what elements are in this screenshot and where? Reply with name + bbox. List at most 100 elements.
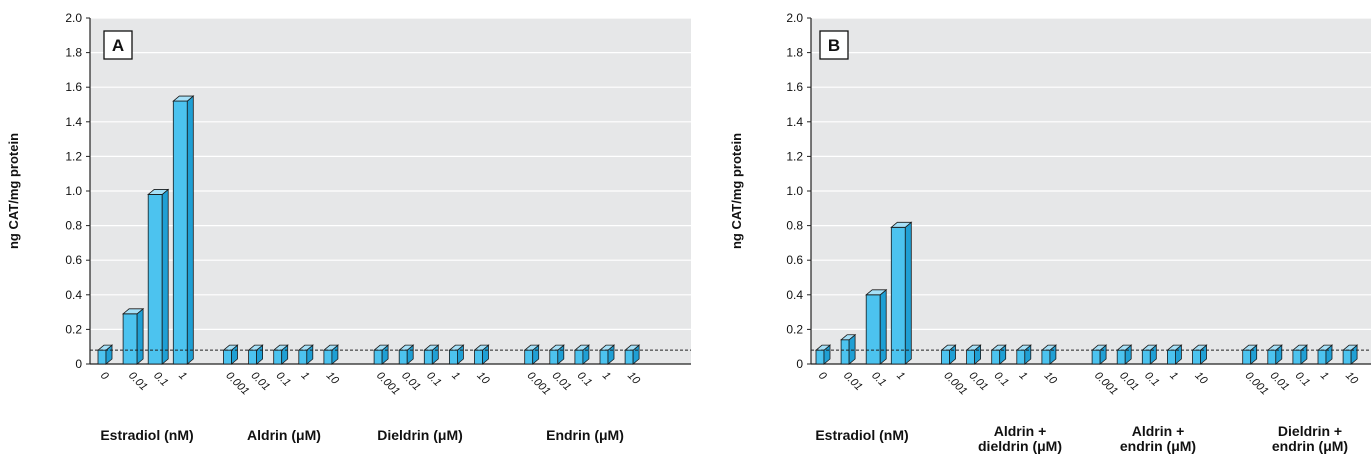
bar [474, 349, 483, 365]
bar [1192, 349, 1201, 365]
bar-top [96, 344, 114, 351]
x-tick-label: 0.01 [248, 370, 272, 394]
y-tick-label: 1.4 [786, 115, 803, 129]
group-label-line: endrin (μM) [1120, 438, 1196, 454]
bar-top [473, 344, 490, 351]
bar-top [247, 344, 264, 351]
x-tick-label: 1 [1167, 370, 1180, 383]
x-tick-label: 1 [600, 370, 613, 383]
bar [574, 349, 584, 365]
bar-top [890, 221, 913, 228]
panel-label-box [103, 30, 133, 60]
x-tick-label: 0.001 [223, 370, 251, 398]
y-tick-label: 0.6 [786, 253, 803, 267]
y-tick-label: 1.8 [65, 46, 82, 60]
x-tick-label: 0.001 [1092, 370, 1120, 398]
group-label-line: Dieldrin + [1278, 423, 1342, 439]
y-tick-label: 1.2 [786, 149, 803, 163]
bar [1041, 349, 1051, 365]
x-tick-label: 0.01 [841, 370, 865, 394]
x-tick-label: 0.01 [1117, 370, 1141, 394]
bar-top [272, 344, 289, 351]
panel-label: B [828, 36, 840, 55]
x-tick-label: 0.01 [1268, 370, 1292, 394]
group-label: Aldrin (μM) [247, 427, 321, 443]
bar [599, 349, 609, 365]
group-label: Estradiol (nM) [100, 427, 193, 443]
x-tick-label: 0 [816, 370, 829, 383]
bar [1091, 349, 1101, 365]
chart-panel-a: 0 0.2 0.4 0.6 0.8 1.0 1.2 1.4 1.6 1.8 2.0 ng CAT/mg… [6, 11, 691, 443]
bar [248, 349, 258, 365]
bar-top [423, 344, 440, 351]
bar [448, 349, 458, 365]
x-tick-label: 0.001 [525, 370, 553, 398]
bar-side [136, 307, 144, 365]
y-tick-label: 1.4 [65, 115, 82, 129]
bar-side [904, 221, 912, 365]
bar [865, 294, 881, 365]
bar-top [839, 334, 857, 341]
y-tick-label: 1.0 [786, 184, 803, 198]
bar-top [448, 344, 465, 351]
group-label-line: endrin (μM) [1272, 438, 1348, 454]
group-label-line: Estradiol (nM) [815, 427, 908, 443]
group-label-line: Endrin (μM) [546, 427, 624, 443]
x-tick-label: 0.01 [966, 370, 990, 394]
bar-side [186, 95, 194, 365]
bar [524, 349, 534, 365]
y-tick-label: 1.2 [65, 149, 82, 163]
bar [1016, 349, 1026, 365]
bar-top [147, 189, 170, 195]
x-tick-label: 1 [1318, 370, 1331, 383]
y-tick-label: 0.4 [65, 288, 82, 302]
x-tick-label: 1 [894, 370, 907, 383]
bar-top [322, 344, 340, 351]
y-tick-label: 0.8 [65, 219, 82, 233]
y-tick-label: 2.0 [786, 11, 803, 25]
bar [941, 349, 950, 365]
y-tick-label: 0.2 [65, 322, 82, 336]
x-tick-label: 1 [449, 370, 462, 383]
x-tick-label: 0.001 [1243, 370, 1271, 398]
bar [1141, 349, 1151, 365]
bar [423, 349, 433, 365]
panel-label-box [819, 30, 849, 60]
y-tick-label: 0 [796, 357, 803, 371]
bar-top [121, 308, 145, 315]
x-tick-label: 0.001 [374, 370, 402, 398]
bar [298, 349, 308, 365]
bar [398, 349, 408, 365]
bar-top [297, 344, 314, 351]
bar [890, 226, 906, 365]
y-tick-label: 0.6 [65, 253, 82, 267]
y-tick-label: 0.2 [786, 322, 803, 336]
y-tick-label: 1.0 [65, 184, 82, 198]
bar [97, 349, 107, 365]
y-tick-label: 1.6 [65, 80, 82, 94]
x-tick-label: 10 [625, 370, 643, 388]
x-tick-label: 0 [98, 370, 111, 383]
x-tick-label: 0.01 [550, 370, 574, 394]
group-label-line: Aldrin + [1132, 423, 1185, 439]
group-label-line: dieldrin (μM) [978, 438, 1062, 454]
bar-top [372, 344, 390, 351]
x-tick-label: 0.01 [126, 370, 150, 394]
bar-side [161, 188, 169, 365]
bar [1342, 349, 1352, 365]
bar [1292, 349, 1302, 365]
bar [1317, 349, 1327, 365]
y-tick-label: 0.8 [786, 219, 803, 233]
bar [624, 349, 634, 365]
bar-top [398, 344, 415, 351]
bar [1167, 349, 1176, 365]
group-label-line: Dieldrin (μM) [377, 427, 463, 443]
bar [323, 349, 333, 365]
x-tick-label: 0.1 [992, 370, 1011, 389]
bar [991, 349, 1001, 365]
x-tick-label: 0.1 [424, 370, 443, 389]
x-tick-label: 0.1 [1142, 370, 1161, 389]
bar [966, 349, 975, 365]
